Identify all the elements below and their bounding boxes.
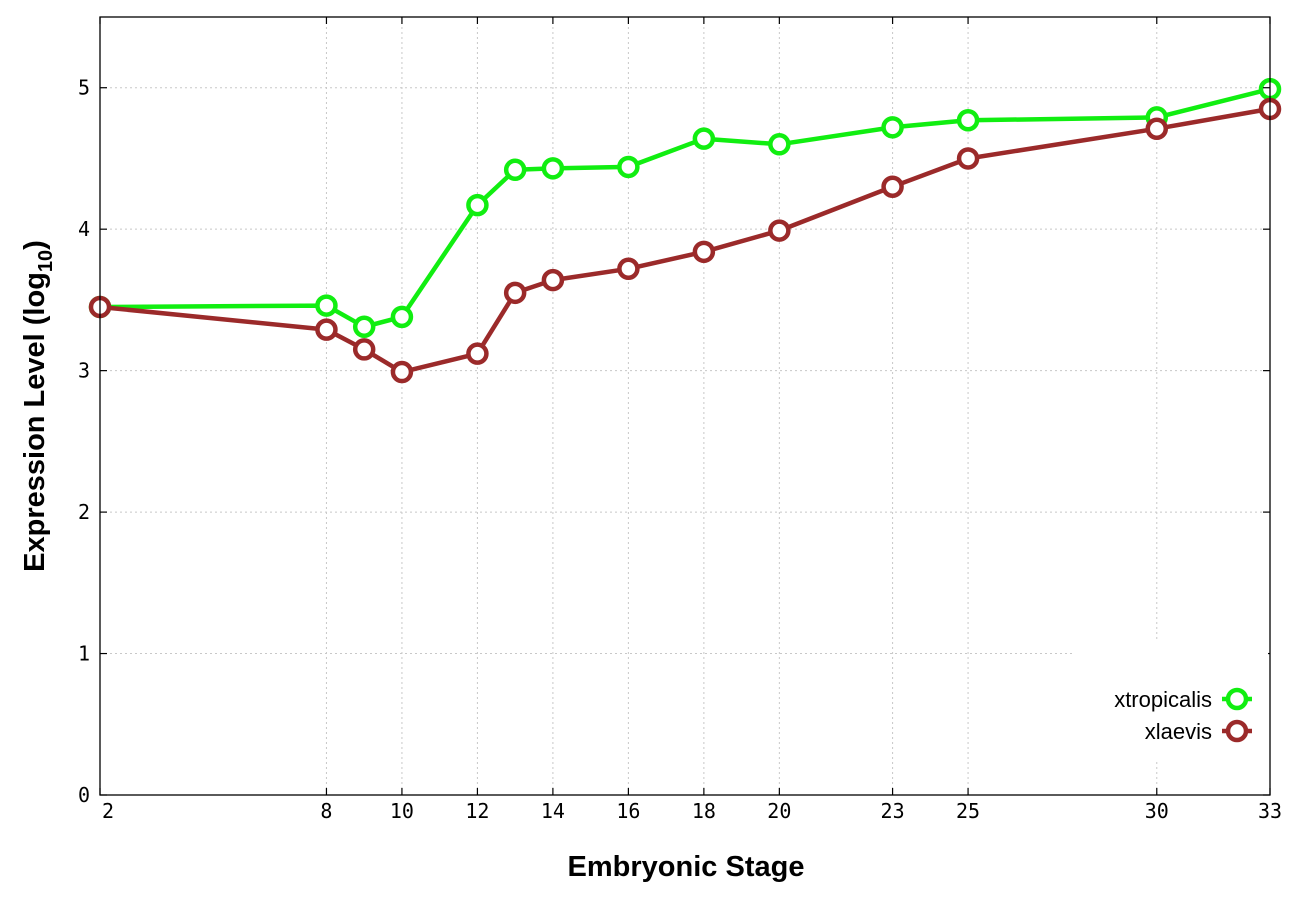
data-point-xtropicalis xyxy=(956,109,980,132)
x-tick-label: 20 xyxy=(767,799,791,823)
data-point-xlaevis xyxy=(503,281,527,305)
data-point-xlaevis xyxy=(315,318,338,341)
x-tick-label: 12 xyxy=(465,799,489,823)
data-point-xlaevis xyxy=(352,338,376,361)
data-point-xlaevis xyxy=(1145,117,1169,140)
legend-marker-xlaevis xyxy=(1225,719,1249,743)
x-tick-label: 33 xyxy=(1258,799,1282,823)
y-tick-label: 3 xyxy=(78,359,90,383)
legend-label-xlaevis: xlaevis xyxy=(1145,719,1212,744)
y-axis-title-subscript: 10 xyxy=(35,250,57,272)
data-point-xlaevis xyxy=(617,257,640,281)
data-point-xlaevis xyxy=(390,360,414,384)
x-tick-label: 30 xyxy=(1145,799,1169,823)
data-point-xtropicalis xyxy=(466,193,489,217)
x-tick-label: 23 xyxy=(881,799,905,823)
data-point-xtropicalis xyxy=(352,315,376,339)
x-tick-label: 14 xyxy=(541,799,565,823)
x-tick-label: 16 xyxy=(616,799,640,823)
y-tick-label: 4 xyxy=(78,217,90,241)
x-axis-title: Embryonic Stage xyxy=(568,851,805,883)
y-tick-label: 5 xyxy=(78,76,90,100)
data-point-xlaevis xyxy=(768,219,791,242)
y-axis-title: Expression Level (log10) xyxy=(19,240,57,572)
y-tick-label: 0 xyxy=(78,783,90,807)
y-axis-title-close: ) xyxy=(19,240,51,250)
series-line-xtropicalis xyxy=(99,86,1271,330)
y-axis-title-main: Expression Level (log xyxy=(19,272,51,572)
data-point-xtropicalis xyxy=(503,158,527,182)
data-point-xtropicalis xyxy=(541,157,565,180)
series-xtropicalis xyxy=(88,77,1282,339)
data-point-xtropicalis xyxy=(768,133,791,156)
y-tick-label: 2 xyxy=(78,500,90,524)
data-point-xlaevis xyxy=(466,342,489,365)
data-point-xtropicalis xyxy=(390,305,414,329)
y-tick-label: 1 xyxy=(78,642,90,666)
legend-marker-xtropicalis xyxy=(1225,687,1249,711)
data-point-xlaevis xyxy=(956,147,980,170)
series-layer xyxy=(88,77,1282,384)
plot-frame xyxy=(99,16,1271,796)
legend-label-xtropicalis: xtropicalis xyxy=(1114,687,1212,712)
x-tick-label: 2 xyxy=(102,799,114,823)
data-point-xlaevis xyxy=(692,240,716,264)
legend: xtropicalis xlaevis xyxy=(1072,642,1268,760)
data-point-xlaevis xyxy=(881,175,904,198)
data-point-xtropicalis xyxy=(315,294,338,317)
data-point-xtropicalis xyxy=(692,127,716,150)
series-line-xlaevis xyxy=(99,106,1271,375)
data-point-xtropicalis xyxy=(617,155,640,179)
x-tick-label: 8 xyxy=(320,799,332,823)
x-tick-label: 18 xyxy=(692,799,716,823)
x-tick-label: 10 xyxy=(390,799,414,823)
data-point-xtropicalis xyxy=(881,116,904,139)
data-point-xlaevis xyxy=(541,268,565,292)
series-xlaevis xyxy=(88,97,1282,384)
x-tick-label: 25 xyxy=(956,799,980,823)
